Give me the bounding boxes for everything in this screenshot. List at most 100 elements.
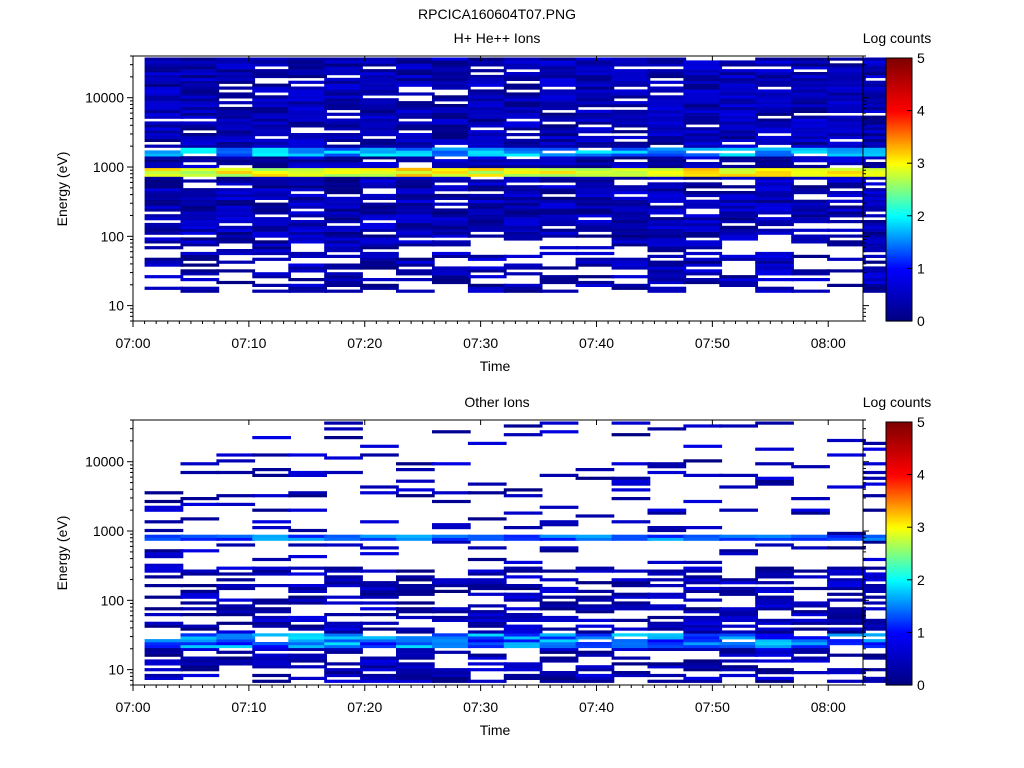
spectrogram-cell (827, 173, 866, 177)
spectrogram-cell (180, 613, 220, 617)
colorbar-segment (886, 224, 912, 228)
spectrogram-cell (288, 80, 327, 84)
spectrogram-cell (144, 74, 184, 79)
spectrogram-cell (180, 286, 220, 290)
spectrogram-cell (647, 211, 687, 215)
spectrogram-cell (360, 176, 399, 180)
colorbar-segment (886, 248, 912, 252)
spectrogram-cell (611, 520, 651, 524)
colorbar-tick-label: 3 (917, 519, 925, 535)
spectrogram-cell (144, 95, 184, 99)
spectrogram-cell (647, 170, 687, 174)
spectrogram-cell (288, 642, 327, 646)
spectrogram-cell (863, 98, 902, 102)
spectrogram-cell (863, 150, 902, 154)
figure-title: RPCICA160604T07.PNG (418, 6, 576, 22)
spectrogram-cell (144, 505, 184, 509)
spectrogram-cell (144, 199, 184, 203)
spectrogram-cell (467, 642, 507, 646)
spectrogram-cell (863, 254, 902, 258)
spectrogram-cell (683, 668, 723, 672)
colorbar-segment (886, 566, 912, 570)
y-tick-label: 1000 (93, 523, 124, 539)
spectrogram-cell (360, 89, 399, 93)
spectrogram-cell (432, 138, 471, 142)
spectrogram-cell (180, 240, 220, 244)
spectrogram-cell (360, 138, 399, 142)
spectrogram-cell (432, 133, 471, 137)
spectrogram-cell (180, 92, 220, 96)
spectrogram-cell (575, 72, 615, 76)
spectrogram-cell (827, 86, 866, 90)
spectrogram-cell (575, 150, 615, 154)
spectrogram-cell (863, 633, 902, 637)
colorbar-segment (886, 84, 912, 88)
spectrogram-cell (432, 170, 471, 174)
spectrogram-cell (647, 63, 687, 67)
spectrogram-cell (288, 598, 327, 602)
colorbar-segment (886, 305, 912, 309)
spectrogram-cell (467, 584, 507, 588)
spectrogram-cell (539, 173, 579, 177)
spectrogram-cell (216, 112, 256, 116)
spectrogram-cell (432, 83, 471, 87)
spectrogram-cell (252, 57, 291, 61)
spectrogram-cell (611, 205, 651, 209)
spectrogram-cell (324, 153, 363, 157)
spectrogram-cell (396, 462, 435, 466)
colorbar-segment (886, 128, 912, 131)
spectrogram-cell (647, 228, 687, 232)
spectrogram-cell (647, 534, 687, 538)
spectrogram-cell (180, 214, 220, 218)
spectrogram-cell (791, 150, 830, 154)
panel-other-ions: Other Ions 07:00 07:10 07:20 07:30 07:40 07:5… (54, 394, 931, 738)
spectrogram-cell (252, 69, 291, 73)
spectrogram-cell (216, 156, 256, 160)
spectrogram-cell (432, 104, 471, 108)
colorbar-segment (886, 272, 912, 276)
spectrogram-cell (396, 138, 435, 142)
spectrogram-cell (216, 543, 256, 547)
spectrogram-cell (180, 662, 220, 666)
spectrogram-cell (683, 589, 723, 593)
spectrogram-cell (216, 237, 256, 241)
spectrogram-cell (755, 566, 794, 570)
spectrogram-cell (827, 438, 866, 443)
spectrogram-cell (863, 214, 902, 218)
y-tick-label: 10000 (85, 454, 124, 470)
spectrogram-cell (360, 668, 399, 672)
spectrogram-cell (360, 63, 399, 67)
spectrogram-cell (611, 63, 651, 67)
spectrogram-cell (396, 586, 435, 591)
spectrogram-cell (180, 89, 220, 93)
x-tick-label: 07:40 (579, 335, 614, 351)
spectrogram-cell (360, 254, 399, 258)
spectrogram-cell (719, 63, 758, 67)
spectrogram-cell (539, 266, 579, 270)
spectrogram-cell (432, 278, 471, 282)
spectrogram-cell (396, 159, 435, 163)
spectrogram-cell (827, 240, 866, 244)
colorbar-segment (886, 680, 912, 684)
spectrogram-cell (575, 127, 615, 131)
spectrogram-cell (288, 231, 327, 235)
spectrogram-cell (575, 607, 615, 611)
spectrogram-cell (575, 246, 615, 250)
spectrogram-cell (791, 639, 830, 643)
colorbar-segment (886, 171, 912, 175)
spectrogram-cell (503, 92, 543, 96)
spectrogram-cell (432, 272, 471, 276)
spectrogram-cell (539, 589, 579, 593)
spectrogram-cell (324, 106, 363, 111)
spectrogram-cell (180, 112, 220, 116)
colorbar-segment (886, 623, 912, 627)
spectrogram-cell (288, 138, 327, 142)
spectrogram-cell (575, 109, 615, 113)
spectrogram-cell (216, 537, 256, 541)
spectrogram-cell (216, 106, 256, 111)
spectrogram-cell (863, 182, 902, 186)
spectrogram-cell (360, 263, 399, 267)
spectrogram-cell (360, 106, 399, 111)
spectrogram-cell (252, 133, 291, 137)
spectrogram-cell (144, 647, 184, 651)
